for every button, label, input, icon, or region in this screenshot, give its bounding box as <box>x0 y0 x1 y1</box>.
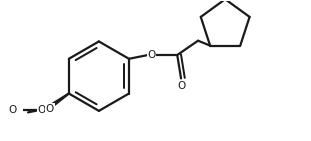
Text: O: O <box>177 81 185 92</box>
Text: O: O <box>8 105 17 115</box>
Text: O: O <box>38 105 46 115</box>
Text: O: O <box>147 50 156 60</box>
Text: O: O <box>46 104 54 114</box>
